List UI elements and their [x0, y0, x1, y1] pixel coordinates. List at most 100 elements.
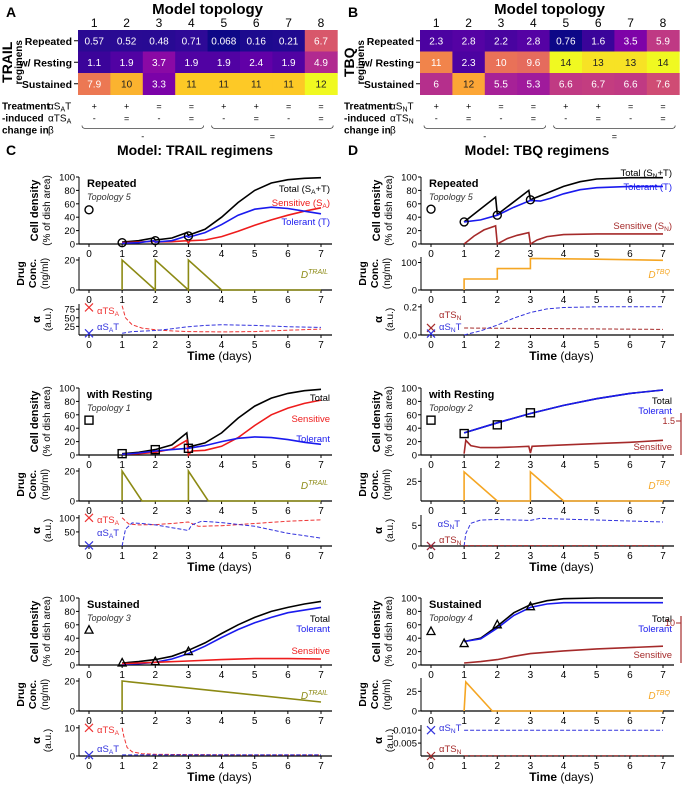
x-tick-label: 4 — [561, 460, 567, 471]
heatmap-cell — [142, 73, 176, 95]
alpha-ylabel: α — [31, 527, 43, 534]
heatmap-cell-value: 0.48 — [149, 36, 169, 47]
alpha-initial-marker — [426, 329, 436, 339]
cell-density-ylabel-sub: (% of dish area) — [384, 386, 395, 457]
heatmap-cell-value: 0.16 — [246, 36, 266, 47]
x-tick-label: 1 — [119, 506, 125, 517]
drug-ylabel-3: (ng/ml) — [40, 679, 51, 710]
x-tick-label: 4 — [219, 249, 225, 260]
y-tick-label: 0 — [70, 752, 75, 763]
heatmap-title: Model topology — [152, 1, 263, 18]
y-tick-label: 80 — [406, 607, 417, 618]
y-tick-label: 100 — [59, 513, 75, 524]
panel-label: B — [348, 4, 358, 20]
x-tick-label: 2 — [153, 506, 159, 517]
cell-density-ylabel: Cell density — [371, 390, 383, 453]
x-tick-label: 0 — [428, 340, 434, 351]
x-tick-label: 4 — [561, 506, 567, 517]
drug-concentration-line — [463, 257, 664, 290]
drug-concentration-line — [463, 679, 663, 712]
annotation-symbol: = — [156, 102, 161, 112]
x-tick-label: 3 — [528, 460, 534, 471]
x-tick-label: 6 — [285, 460, 291, 471]
panel-title: Model: TBQ regimens — [465, 142, 610, 158]
x-tick-label: 6 — [285, 716, 291, 727]
panel-label: D — [348, 142, 358, 158]
alpha-ylabel-sub: (a.u.) — [43, 729, 54, 752]
series-line-total — [122, 600, 322, 664]
heatmap-cell-value: 12 — [315, 79, 327, 90]
y-tick-label: 5 — [412, 521, 417, 532]
column-label: 1 — [433, 16, 440, 30]
alpha-initial-marker — [84, 750, 94, 760]
panel-label: C — [6, 142, 16, 158]
cell-density-ylabel-sub: (% of dish area) — [384, 175, 395, 246]
beta-group-symbol: - — [141, 132, 144, 142]
x-tick-label: 4 — [219, 506, 225, 517]
y-tick-label: 20 — [64, 256, 75, 267]
y-tick-label: 40 — [406, 213, 417, 224]
y-tick-label: 60 — [64, 410, 75, 421]
series-label: Tolerant — [638, 624, 672, 635]
x-tick-label: 0 — [428, 460, 434, 471]
x-tick-label: 3 — [186, 460, 192, 471]
beta-group-symbol: - — [483, 132, 486, 142]
heatmap-cell — [646, 73, 680, 95]
x-tick-label: 1 — [461, 551, 467, 562]
x-tick-label: 2 — [153, 460, 159, 471]
y-tick-label: 0 — [412, 240, 417, 251]
data-marker-circle — [459, 217, 469, 227]
heatmap-cell-value: 14 — [657, 58, 669, 69]
series-label: Tolerant — [638, 406, 672, 417]
drug-ylabel-2: Conc. — [369, 470, 381, 499]
x-tick-label: 4 — [561, 670, 567, 681]
y-tick-label: 100 — [401, 594, 417, 605]
series-line-tolerant — [463, 601, 663, 643]
x-tick-label: 0 — [428, 249, 434, 260]
y-tick-label: 20 — [406, 647, 417, 658]
data-marker-square — [459, 428, 469, 439]
annotation-symbol: + — [434, 102, 439, 112]
x-tick-label: 0 — [86, 249, 92, 260]
x-tick-label: 0 — [86, 670, 92, 681]
alpha-initial-marker — [84, 513, 94, 523]
x-tick-label: 0 — [428, 551, 434, 562]
x-tick-label: 5 — [252, 670, 258, 681]
heatmap-ylabel-sub: regimens — [14, 40, 25, 85]
series-line-sensitive — [463, 438, 664, 454]
panel-title: Model: TRAIL regimens — [117, 142, 273, 158]
heatmap-cell-value: 0.76 — [556, 36, 576, 47]
x-tick-label: 5 — [594, 340, 600, 351]
x-tick-label: 2 — [153, 340, 159, 351]
x-tick-label: 6 — [285, 249, 291, 260]
annotation-symbol: + — [596, 102, 601, 112]
drug-ylabel-2: Conc. — [369, 259, 381, 288]
drug-concentration-line — [463, 470, 663, 502]
annotation-symbol: = — [466, 114, 471, 124]
annotation-row-label: Treatment — [2, 102, 50, 113]
x-tick-label: 3 — [528, 506, 534, 517]
x-axis-label: Time (days) — [529, 560, 593, 574]
drug-ylabel-1: Drug — [15, 472, 27, 497]
x-tick-label: 0 — [86, 340, 92, 351]
heatmap-cell — [240, 30, 273, 52]
x-tick-label: 1 — [461, 249, 467, 260]
heatmap-cell — [517, 30, 551, 52]
x-tick-label: 2 — [495, 716, 501, 727]
alpha-initial-marker — [426, 541, 436, 551]
x-tick-label: 6 — [285, 670, 291, 681]
alpha-series-label: αTSN — [439, 744, 462, 756]
alpha-series-line — [121, 517, 322, 527]
row-label: Repeated — [25, 36, 72, 48]
x-tick-label: 7 — [660, 551, 666, 562]
x-tick-label: 1 — [461, 670, 467, 681]
heatmap-cell-value: 2.2 — [494, 36, 508, 47]
x-tick-label: 7 — [318, 460, 324, 471]
drug-ylabel-3: (ng/ml) — [382, 258, 393, 289]
annotation-symbol: - — [435, 114, 438, 124]
x-tick-label: 4 — [561, 249, 567, 260]
alpha-ylabel: α — [31, 737, 43, 744]
topology-label: Topology 4 — [429, 613, 473, 623]
x-tick-label: 7 — [318, 340, 324, 351]
